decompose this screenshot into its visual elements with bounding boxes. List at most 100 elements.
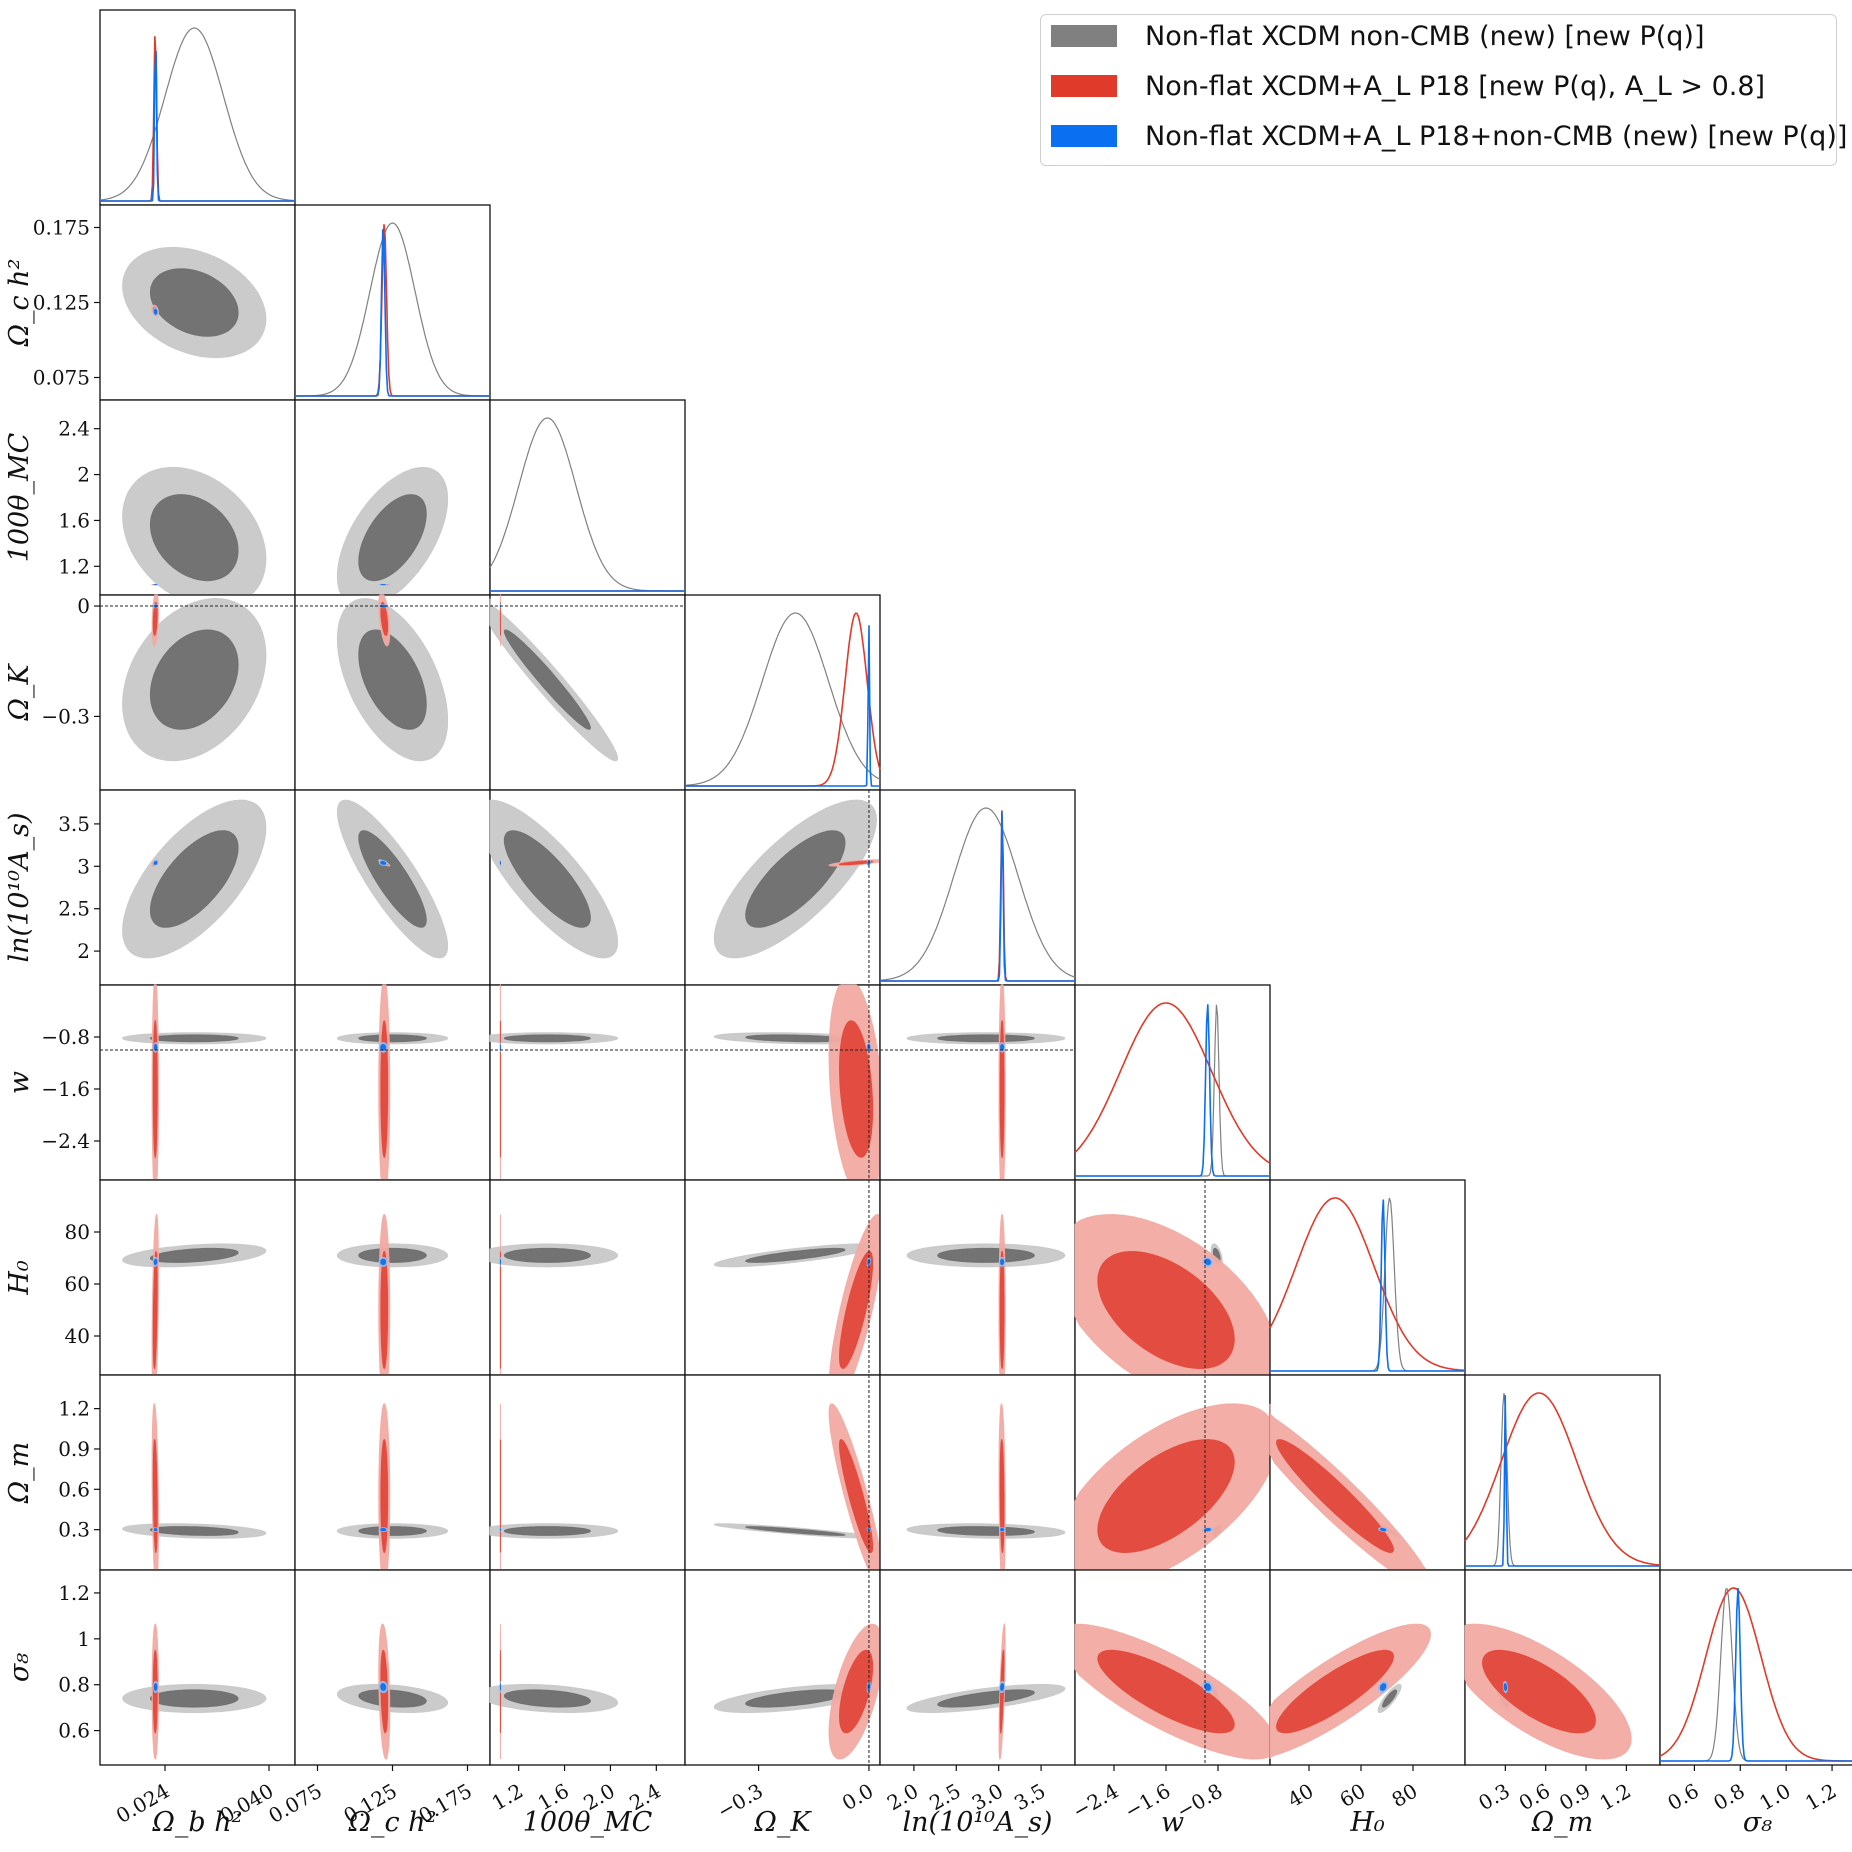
panel-frame [489, 1569, 686, 1766]
panel-frame [99, 1179, 296, 1376]
contour68-w-omm-1 [1097, 1439, 1235, 1554]
panel-frame [294, 984, 491, 1181]
y-axis-label-omch2: Ω_c h² [4, 259, 35, 348]
contour68-ombh2-lnAs-2 [153, 860, 158, 865]
panel-frame [684, 594, 881, 791]
contour68-ombh2-theta-0 [149, 494, 239, 582]
panel-frame [1659, 1569, 1852, 1766]
marginal-omk-series-0 [684, 612, 881, 786]
panel-frame [489, 594, 686, 791]
contour68-omk-omm-1 [838, 1439, 874, 1554]
marginal-omk-series-2 [685, 625, 880, 787]
panel-frame [294, 1374, 491, 1571]
legend-label: Non-flat XCDM+A_L P18 [new P(q), A_L > 0… [1145, 70, 1766, 102]
contour68-lnAs-H0-0 [937, 1247, 1035, 1263]
contour68-lnAs-w-0 [937, 1034, 1035, 1043]
y-tick-label: −0.8 [41, 1025, 90, 1049]
contour68-lnAs-w-1 [999, 1019, 1005, 1159]
panel-frame [99, 9, 296, 206]
x-tick-label: 80 [1387, 1779, 1421, 1813]
x-axis-label-sig8: σ₈ [1743, 1807, 1772, 1838]
contour68-ombh2-omm-1 [152, 1438, 158, 1554]
contour68-omk-H0-1 [838, 1251, 874, 1369]
y-tick-label: 1.2 [58, 554, 90, 578]
y-tick-label: −2.4 [41, 1129, 90, 1153]
contour68-omk-w-0 [745, 1034, 846, 1043]
legend-swatch-blue [1051, 125, 1117, 147]
contour68-ombh2-w-2 [153, 1044, 158, 1051]
contour68-omch2-omk-1 [380, 601, 389, 637]
x-axis-label-theta: 100θ_MC [523, 1807, 653, 1838]
marginal-ombh2-series-0 [99, 27, 295, 202]
contour68-lnAs-omm-2 [1000, 1527, 1005, 1532]
contour68-ombh2-lnAs-0 [149, 830, 239, 928]
contour68-w-H0-2 [1204, 1258, 1211, 1266]
x-axis-label-omm: Ω_m [1531, 1807, 1594, 1838]
y-tick-label: 0.6 [58, 1477, 90, 1501]
contour68-omch2-theta-0 [358, 494, 427, 582]
marginal-sig8-series-1 [1659, 1587, 1852, 1762]
x-axis-label-omch2: Ω_c h² [348, 1807, 437, 1838]
contour68-ombh2-omm-0 [149, 1526, 239, 1536]
x-tick-label: 1.2 [1801, 1779, 1841, 1816]
y-tick-label: −0.3 [41, 704, 90, 728]
contour68-lnAs-w-2 [1000, 1044, 1005, 1051]
panel-frame [489, 1374, 686, 1571]
y-tick-label: 1.2 [58, 1397, 90, 1421]
y-tick-label: 2 [77, 939, 90, 963]
contour68-lnAs-omm-1 [999, 1438, 1005, 1554]
x-tick-label: 1.2 [1595, 1779, 1635, 1816]
panel-frame [99, 1569, 296, 1766]
contour68-w-omm-2 [1204, 1527, 1211, 1532]
contour68-omch2-omm-0 [358, 1526, 427, 1536]
legend-label: Non-flat XCDM non-CMB (new) [new P(q)] [1145, 20, 1705, 52]
contour68-theta-omm-0 [503, 1526, 591, 1536]
marginal-ombh2-series-2 [100, 51, 295, 202]
marginal-lnAs-series-0 [879, 807, 1076, 981]
contour68-ombh2-w-0 [149, 1034, 239, 1043]
contour68-theta-H0-0 [503, 1247, 591, 1263]
panel-frame [294, 204, 491, 401]
y-axis-label-sig8: σ₈ [4, 1653, 35, 1682]
x-tick-label: −2.4 [1068, 1779, 1122, 1824]
x-tick-label: 0.3 [1474, 1779, 1514, 1816]
panel-frame [1269, 1179, 1466, 1376]
y-axis-label-H0: H₀ [4, 1260, 35, 1296]
y-tick-label: 80 [65, 1220, 90, 1244]
panel-frame [489, 399, 686, 596]
marginal-w-series-2 [1075, 1004, 1270, 1177]
contour68-omm-sig8-2 [1503, 1683, 1508, 1691]
y-tick-label: −1.6 [41, 1077, 90, 1101]
contour68-lnAs-H0-1 [999, 1250, 1005, 1370]
contour68-lnAs-omm-0 [937, 1526, 1035, 1536]
contour68-omch2-w-1 [380, 1020, 389, 1159]
contour68-omk-sig8-1 [838, 1649, 874, 1734]
marginal-sig8-series-2 [1660, 1587, 1852, 1762]
panel-frame [879, 1569, 1076, 1766]
panel-frame [879, 1374, 1076, 1571]
contour68-omch2-sig8-0 [358, 1689, 427, 1708]
panel-frame [489, 984, 686, 1181]
y-tick-label: 40 [65, 1324, 90, 1348]
y-tick-label: 0.6 [58, 1719, 90, 1743]
marginal-omm-series-1 [1464, 1392, 1661, 1566]
contour68-omch2-H0-2 [380, 1258, 387, 1266]
contour68-w-sig8-2 [1204, 1683, 1211, 1691]
legend-label: Non-flat XCDM+A_L P18+non-CMB (new) [new… [1145, 120, 1848, 152]
contour95-H0-omm-1 [1269, 1403, 1431, 1571]
contour68-omk-omm-0 [744, 1526, 846, 1536]
panel-frame [294, 1179, 491, 1376]
contour68-omch2-omm-2 [380, 1527, 387, 1532]
contour68-theta-w-0 [503, 1034, 592, 1043]
contour68-theta-omk-0 [503, 629, 591, 730]
y-tick-label: 0.9 [58, 1437, 90, 1461]
panel-frame [1464, 1374, 1661, 1571]
contour68-ombh2-omch2-2 [153, 308, 158, 315]
contour68-omch2-w-2 [380, 1044, 387, 1051]
contour68-ombh2-sig8-0 [149, 1689, 239, 1708]
y-axis-label-omm: Ω_m [4, 1442, 35, 1505]
y-tick-label: 0.075 [33, 366, 90, 390]
y-tick-label: 2.5 [58, 897, 90, 921]
y-axis-label-w: w [4, 1071, 35, 1094]
